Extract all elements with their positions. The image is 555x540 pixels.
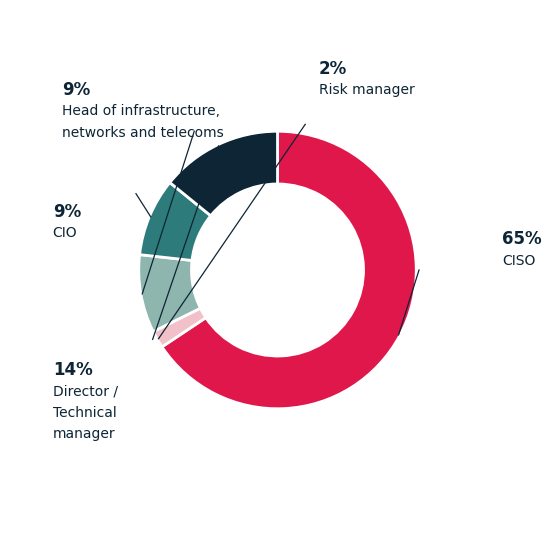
- Text: CISO: CISO: [502, 254, 536, 268]
- Text: Head of infrastructure,: Head of infrastructure,: [62, 104, 220, 118]
- Text: 14%: 14%: [53, 361, 93, 379]
- Text: CIO: CIO: [53, 226, 77, 240]
- Text: 2%: 2%: [319, 60, 347, 78]
- Wedge shape: [140, 183, 211, 260]
- Text: Risk manager: Risk manager: [319, 83, 415, 97]
- Wedge shape: [139, 255, 200, 332]
- Text: Technical: Technical: [53, 406, 117, 420]
- Text: Director /: Director /: [53, 384, 118, 399]
- Wedge shape: [162, 131, 416, 409]
- Text: 9%: 9%: [62, 80, 90, 99]
- Text: manager: manager: [53, 428, 115, 441]
- Wedge shape: [153, 308, 206, 347]
- Text: 9%: 9%: [53, 202, 81, 221]
- Text: networks and telecoms: networks and telecoms: [62, 126, 224, 140]
- Text: 65%: 65%: [502, 231, 542, 248]
- Wedge shape: [170, 131, 278, 216]
